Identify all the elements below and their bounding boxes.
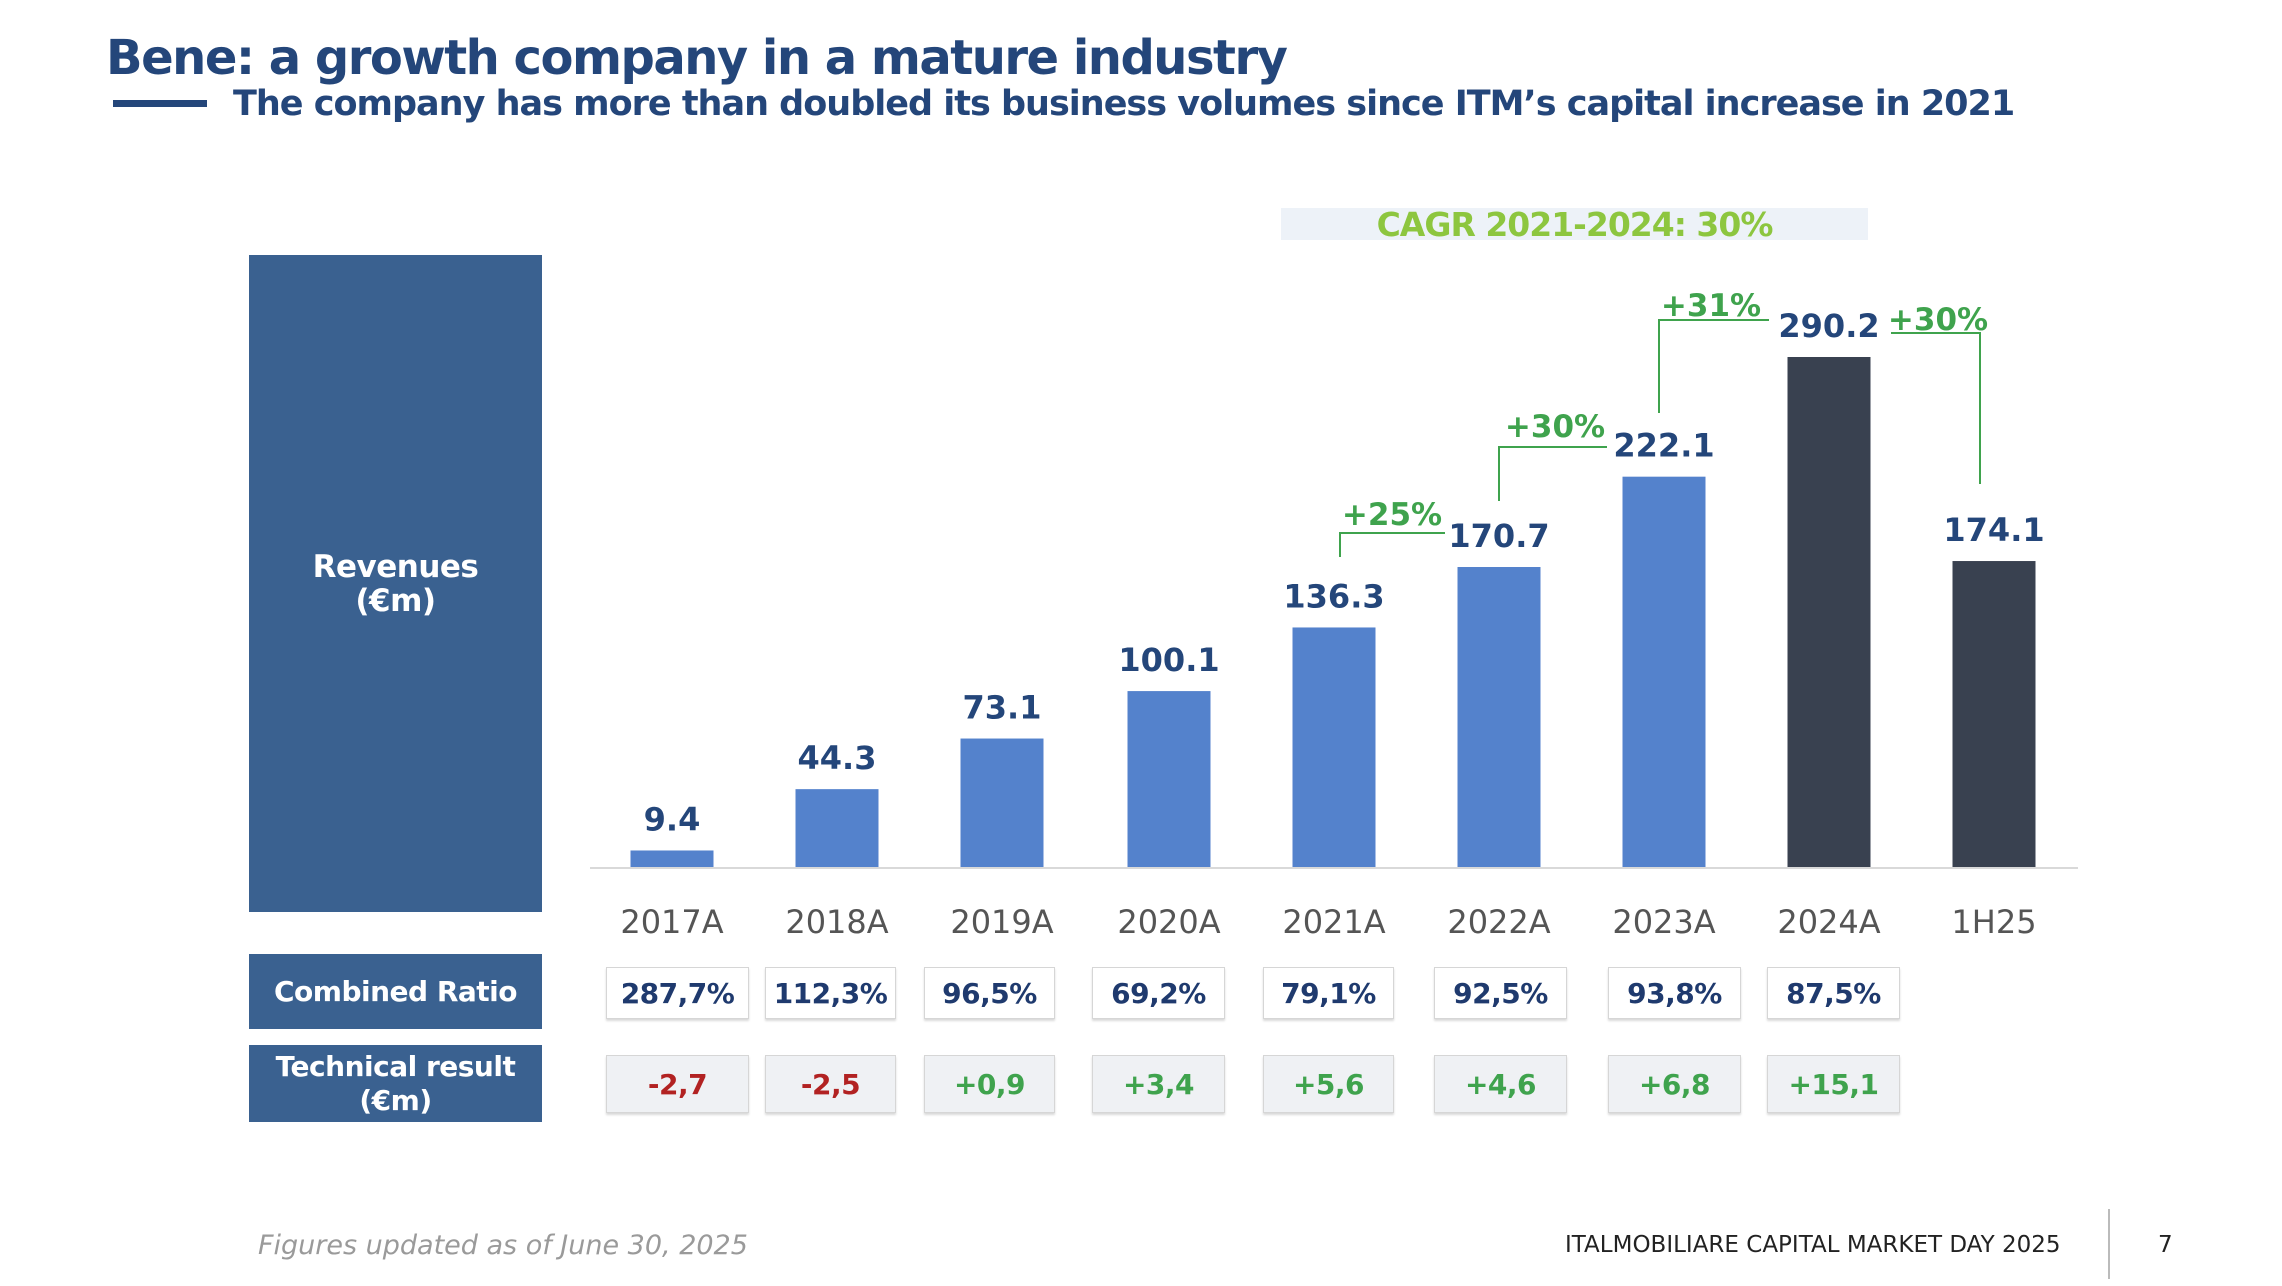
revenues-label: Revenues — [312, 548, 479, 585]
bar-2020A — [1127, 691, 1211, 867]
combined-ratio-cell: 87,5% — [1767, 967, 1900, 1019]
bar-value-label: 44.3 — [798, 739, 877, 777]
bar-2022A — [1457, 567, 1541, 867]
bar-2024A — [1787, 357, 1871, 867]
event-name: ITALMOBILIARE CAPITAL MARKET DAY 2025 — [1565, 1232, 2061, 1258]
bar-value-label: 290.2 — [1778, 307, 1879, 345]
x-tick-label: 2018A — [785, 903, 888, 941]
bar-2018A — [795, 789, 879, 867]
x-tick-label: 2024A — [1777, 903, 1880, 941]
growth-connector — [1498, 446, 1607, 501]
page-subtitle: The company has more than doubled its bu… — [233, 84, 2015, 124]
bar-1H25 — [1952, 561, 2036, 867]
x-tick-label: 2022A — [1447, 903, 1550, 941]
growth-connector — [1891, 332, 1981, 484]
bar-value-label: 222.1 — [1613, 427, 1714, 465]
revenues-unit: (€m) — [355, 582, 436, 619]
technical-result-cell: +15,1 — [1767, 1055, 1900, 1113]
bar-value-label: 9.4 — [644, 800, 701, 838]
x-tick-label: 2019A — [950, 903, 1053, 941]
revenue-bar-chart: 9.4 2017A 44.3 2018A 73.1 2019A 100.1 2020A 136.… — [620, 288, 2044, 941]
bar-2017A — [630, 850, 714, 867]
technical-result-cell: +4,6 — [1434, 1055, 1567, 1113]
technical-result-cell: +3,4 — [1092, 1055, 1225, 1113]
bar-value-label: 73.1 — [963, 689, 1042, 727]
growth-label: +31% — [1661, 288, 1761, 324]
technical-result-cell: -2,7 — [606, 1055, 749, 1113]
growth-label: +25% — [1342, 497, 1442, 533]
growth-label: +30% — [1888, 302, 1988, 338]
combined-ratio-cell: 287,7% — [606, 967, 749, 1019]
technical-result-cell: +0,9 — [924, 1055, 1055, 1113]
x-tick-label: 2021A — [1282, 903, 1385, 941]
combined-ratio-cell: 112,3% — [765, 967, 896, 1019]
x-tick-label: 2023A — [1612, 903, 1715, 941]
technical-result-unit: (€m) — [359, 1083, 432, 1117]
x-tick-label: 2020A — [1117, 903, 1220, 941]
bar-value-label: 174.1 — [1943, 511, 2044, 549]
bar-2021A — [1292, 627, 1376, 867]
bar-value-label: 100.1 — [1118, 641, 1219, 679]
combined-ratio-cell: 93,8% — [1608, 967, 1741, 1019]
technical-result-label: Technical result — [275, 1049, 516, 1083]
growth-connector — [1339, 532, 1445, 557]
revenues-row-label: Revenues (€m) — [249, 255, 542, 912]
technical-result-cell: +5,6 — [1263, 1055, 1394, 1113]
cagr-label: CAGR 2021-2024: 30% — [1281, 208, 1868, 242]
combined-ratio-cell: 96,5% — [924, 967, 1055, 1019]
growth-label: +30% — [1505, 409, 1605, 445]
combined-ratio-row-label: Combined Ratio — [249, 954, 542, 1029]
bar-2023A — [1622, 476, 1706, 867]
x-tick-label: 1H25 — [1951, 903, 2036, 941]
footer-divider — [2108, 1209, 2110, 1279]
bar-value-label: 136.3 — [1283, 577, 1384, 615]
title-underline — [113, 100, 207, 107]
page-number: 7 — [2158, 1232, 2173, 1258]
technical-result-cell: -2,5 — [765, 1055, 896, 1113]
footnote: Figures updated as of June 30, 2025 — [258, 1230, 748, 1261]
bar-value-label: 170.7 — [1448, 517, 1549, 555]
combined-ratio-cell: 79,1% — [1263, 967, 1394, 1019]
page-title: Bene: a growth company in a mature indus… — [106, 30, 1288, 86]
growth-connector — [1658, 319, 1769, 413]
technical-result-cell: +6,8 — [1608, 1055, 1741, 1113]
combined-ratio-cell: 92,5% — [1434, 967, 1567, 1019]
technical-result-row-label: Technical result (€m) — [249, 1045, 542, 1122]
combined-ratio-label: Combined Ratio — [274, 974, 518, 1008]
bar-2019A — [960, 738, 1044, 867]
chart-baseline — [590, 867, 2078, 869]
combined-ratio-cell: 69,2% — [1092, 967, 1225, 1019]
x-tick-label: 2017A — [620, 903, 723, 941]
